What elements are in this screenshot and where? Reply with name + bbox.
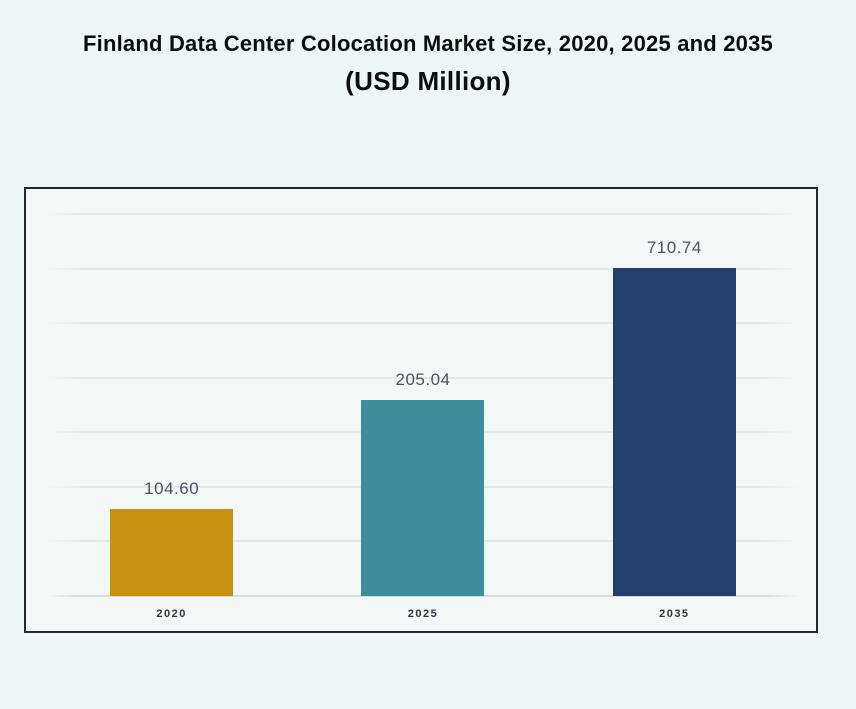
- chart-subtitle: (USD Million): [345, 65, 511, 96]
- x-tick-2035: 2035: [659, 608, 690, 620]
- gridline: [46, 376, 800, 379]
- chart-title: Finland Data Center Colocation Market Si…: [83, 31, 773, 56]
- bars: 104.60 2020 205.04 2025 710.74 2035: [46, 214, 800, 620]
- bar-2020: [110, 509, 234, 596]
- chart-header: Finland Data Center Colocation Market Si…: [0, 30, 856, 97]
- gridline: [46, 267, 800, 270]
- bar-value-label-2035: 710.74: [646, 238, 702, 257]
- x-tick-2020: 2020: [156, 608, 187, 620]
- bar-value-label-2025: 205.04: [395, 370, 451, 389]
- plot-area: 104.60 2020 205.04 2025 710.74 2035: [46, 213, 800, 620]
- x-tick-2025: 2025: [407, 608, 439, 620]
- bar-2035: [612, 268, 736, 596]
- bar-2025: [361, 400, 485, 596]
- gridline: [46, 322, 800, 325]
- bar-group-2025: 205.04 2025: [297, 214, 548, 620]
- chart-panel: 104.60 2020 205.04 2025 710.74 2035: [24, 187, 818, 633]
- x-axis-baseline: [46, 595, 800, 597]
- bar-group-2035: 710.74 2035: [549, 214, 800, 620]
- gridline: [46, 213, 800, 215]
- bar-group-2020: 104.60 2020: [46, 214, 297, 620]
- bar-value-label-2020: 104.60: [144, 479, 200, 498]
